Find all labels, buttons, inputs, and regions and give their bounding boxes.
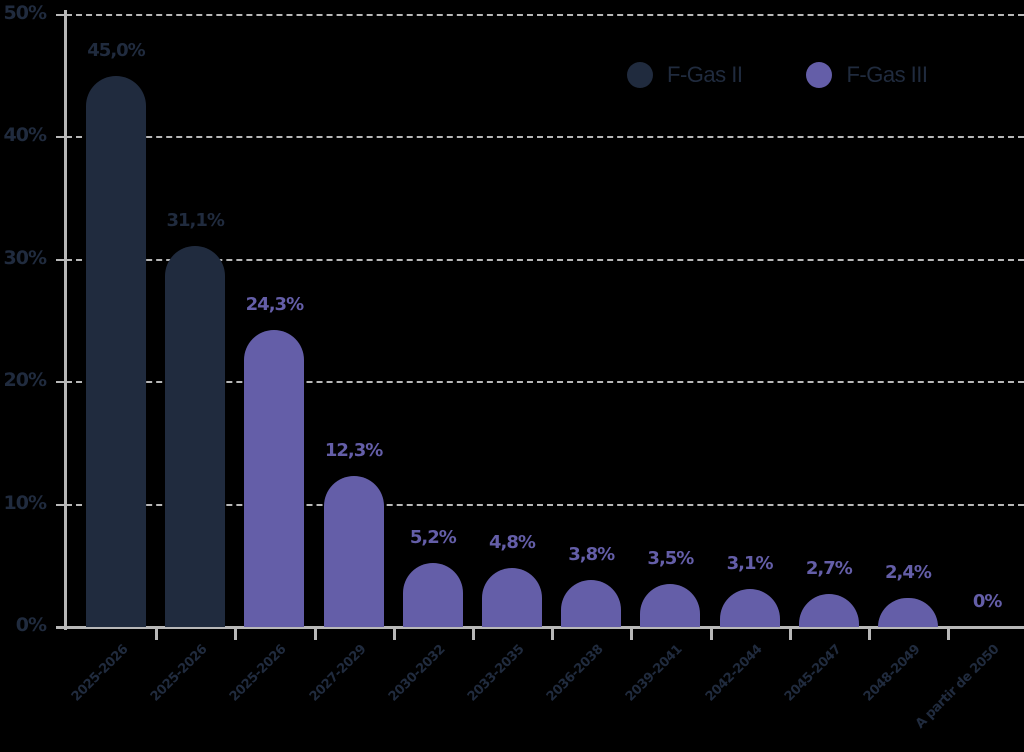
legend: F-Gas II F-Gas III — [627, 62, 992, 88]
y-tick-label: 40% — [3, 124, 47, 147]
value-label: 5,2% — [409, 527, 457, 549]
value-label: 2,7% — [805, 557, 853, 579]
legend-item-f-gas-ii: F-Gas II — [627, 62, 743, 88]
x-tick — [947, 626, 951, 640]
y-axis — [64, 10, 67, 630]
x-tick — [392, 626, 396, 640]
value-label: 3,8% — [568, 544, 615, 566]
value-label: 4,8% — [489, 532, 536, 554]
x-tick — [630, 626, 634, 640]
x-tick — [551, 626, 555, 640]
y-tick — [56, 503, 66, 506]
y-tick — [56, 258, 66, 261]
bar — [323, 476, 384, 627]
gridline — [66, 381, 1024, 384]
bar — [165, 246, 226, 627]
gridline — [66, 136, 1024, 139]
legend-label: F-Gas II — [667, 62, 743, 87]
legend-dot-icon — [806, 62, 833, 88]
gridline — [66, 258, 1024, 261]
bar — [878, 597, 938, 627]
y-tick-label: 30% — [3, 246, 47, 269]
gridline — [66, 14, 1024, 16]
y-tick-label: 10% — [3, 491, 47, 514]
y-tick-label: 0% — [15, 614, 47, 636]
bar — [719, 589, 780, 627]
x-tick — [709, 626, 713, 640]
bar — [86, 76, 146, 627]
legend-dot-icon — [627, 62, 653, 88]
value-label: 24,3% — [245, 293, 304, 315]
y-tick-label: 20% — [3, 369, 47, 392]
legend-label: F-Gas III — [846, 62, 928, 87]
value-label: 0% — [972, 591, 1003, 612]
value-label: 2,4% — [885, 561, 932, 583]
bar — [482, 568, 542, 627]
y-tick — [56, 14, 66, 16]
value-label: 45,0% — [87, 40, 145, 62]
y-tick-label: 50% — [3, 2, 47, 24]
x-tick — [313, 626, 317, 640]
value-label: 12,3% — [324, 440, 383, 462]
x-tick — [472, 626, 475, 640]
value-label: 3,1% — [726, 553, 774, 575]
x-axis — [56, 626, 1024, 629]
x-tick — [155, 626, 159, 640]
gridline — [66, 503, 1024, 506]
x-tick — [234, 626, 238, 640]
bar — [798, 593, 859, 627]
y-tick — [56, 136, 66, 139]
value-label: 31,1% — [166, 210, 224, 232]
y-tick — [56, 381, 66, 384]
bar — [561, 580, 622, 627]
bar — [640, 584, 701, 627]
bar — [244, 329, 305, 627]
x-tick — [788, 626, 792, 640]
value-label: 3,5% — [647, 548, 694, 570]
x-tick — [868, 626, 871, 640]
legend-item-f-gas-iii: F-Gas III — [806, 62, 928, 88]
bar — [402, 563, 463, 627]
